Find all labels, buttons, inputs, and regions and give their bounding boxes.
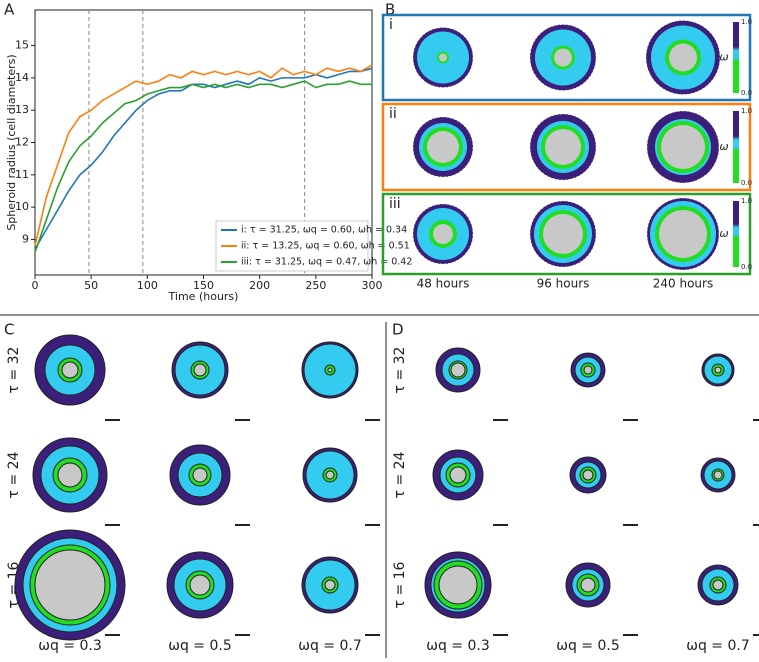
model-layer — [324, 579, 336, 591]
x-tick-label: 0 — [32, 279, 39, 292]
legend-label: i: τ = 31.25, ωq = 0.60, ωh = 0.34 — [241, 225, 407, 236]
row-label: τ = 24 — [392, 451, 408, 498]
model-layer — [61, 361, 79, 379]
y-tick-label: 11 — [15, 168, 29, 181]
x-tick-label: 200 — [249, 279, 270, 292]
model-layer — [438, 565, 478, 605]
time-label: 96 hours — [537, 277, 590, 291]
series-line — [34, 64, 373, 247]
x-axis-title: Time (hours) — [168, 290, 239, 303]
model-layer — [327, 367, 333, 373]
y-tick-label: 12 — [15, 136, 29, 149]
time-label: 240 hours — [653, 277, 713, 291]
model-layer — [712, 579, 724, 591]
model-layer — [449, 466, 467, 484]
row-label: i — [389, 17, 393, 33]
row-frame — [381, 192, 752, 276]
cell-layer — [433, 224, 453, 244]
column-label: ωq = 0.7 — [298, 638, 362, 654]
legend-label: ii: τ = 13.25, ωq = 0.60, ωh = 0.51 — [241, 241, 410, 252]
model-layer — [192, 467, 208, 483]
panel-label: A — [4, 1, 15, 19]
y-tick-label: 14 — [15, 71, 29, 84]
row-label: τ = 24 — [6, 451, 22, 498]
cell-layer — [545, 129, 581, 165]
y-tick-label: 10 — [15, 200, 29, 213]
row-label: iii — [389, 196, 401, 212]
column-label: ωq = 0.5 — [168, 638, 232, 654]
x-tick-label: 50 — [84, 279, 98, 292]
row-label: τ = 16 — [392, 561, 408, 608]
model-layer — [193, 363, 207, 377]
colorbar-symbol: ω — [719, 227, 728, 240]
y-tick-label: 13 — [15, 103, 29, 116]
colorbar-max: 1.0 — [741, 197, 752, 205]
cell-layer — [427, 131, 459, 163]
cell-layer — [661, 125, 705, 169]
model-layer — [34, 549, 106, 621]
row-label: ii — [389, 106, 397, 122]
row-frame — [381, 13, 752, 102]
colorbar — [733, 201, 739, 267]
model-layer — [582, 469, 594, 481]
colorbar-min: 0.0 — [741, 263, 752, 271]
model-layer — [713, 470, 723, 480]
colorbar-max: 1.0 — [741, 107, 752, 115]
series-line — [34, 80, 372, 253]
column-label: ωq = 0.3 — [426, 638, 490, 654]
column-label: ωq = 0.7 — [686, 638, 750, 654]
x-tick-label: 300 — [362, 279, 383, 292]
x-tick-label: 100 — [137, 279, 158, 292]
panel-label: C — [4, 321, 14, 339]
model-layer — [189, 574, 211, 596]
x-tick-label: 150 — [193, 279, 214, 292]
row-label: τ = 32 — [6, 347, 22, 394]
panel-label: D — [392, 321, 404, 339]
colorbar-min: 0.0 — [741, 89, 752, 97]
model-layer — [57, 462, 83, 488]
y-axis-title: Spheroid radius (cell diameters) — [5, 54, 18, 230]
colorbar-symbol: ω — [719, 51, 728, 64]
model-layer — [580, 577, 596, 593]
colorbar-min: 0.0 — [741, 179, 752, 187]
time-label: 48 hours — [417, 277, 470, 291]
cell-layer — [669, 43, 697, 72]
colorbar-symbol: ω — [719, 140, 728, 153]
column-label: ωq = 0.5 — [556, 638, 620, 654]
cell-layer — [554, 48, 572, 67]
row-label: τ = 32 — [392, 347, 408, 394]
column-label: ωq = 0.3 — [38, 638, 102, 654]
panel-label: B — [385, 1, 395, 19]
model-layer — [325, 470, 335, 480]
colorbar — [733, 111, 739, 183]
cell-layer — [543, 214, 583, 254]
y-tick-label: 15 — [15, 39, 29, 52]
colorbar-max: 1.0 — [741, 18, 752, 26]
row-frame — [381, 102, 752, 192]
x-tick-label: 250 — [305, 279, 326, 292]
cell-layer — [439, 53, 447, 62]
y-tick-label: 9 — [22, 232, 29, 245]
colorbar — [733, 22, 739, 93]
model-layer — [714, 366, 722, 374]
model-layer — [583, 365, 593, 375]
legend-label: iii: τ = 31.25, ωq = 0.47, ωh = 0.42 — [241, 257, 412, 268]
legend — [215, 220, 369, 272]
cell-layer — [659, 210, 707, 258]
model-layer — [450, 362, 466, 378]
